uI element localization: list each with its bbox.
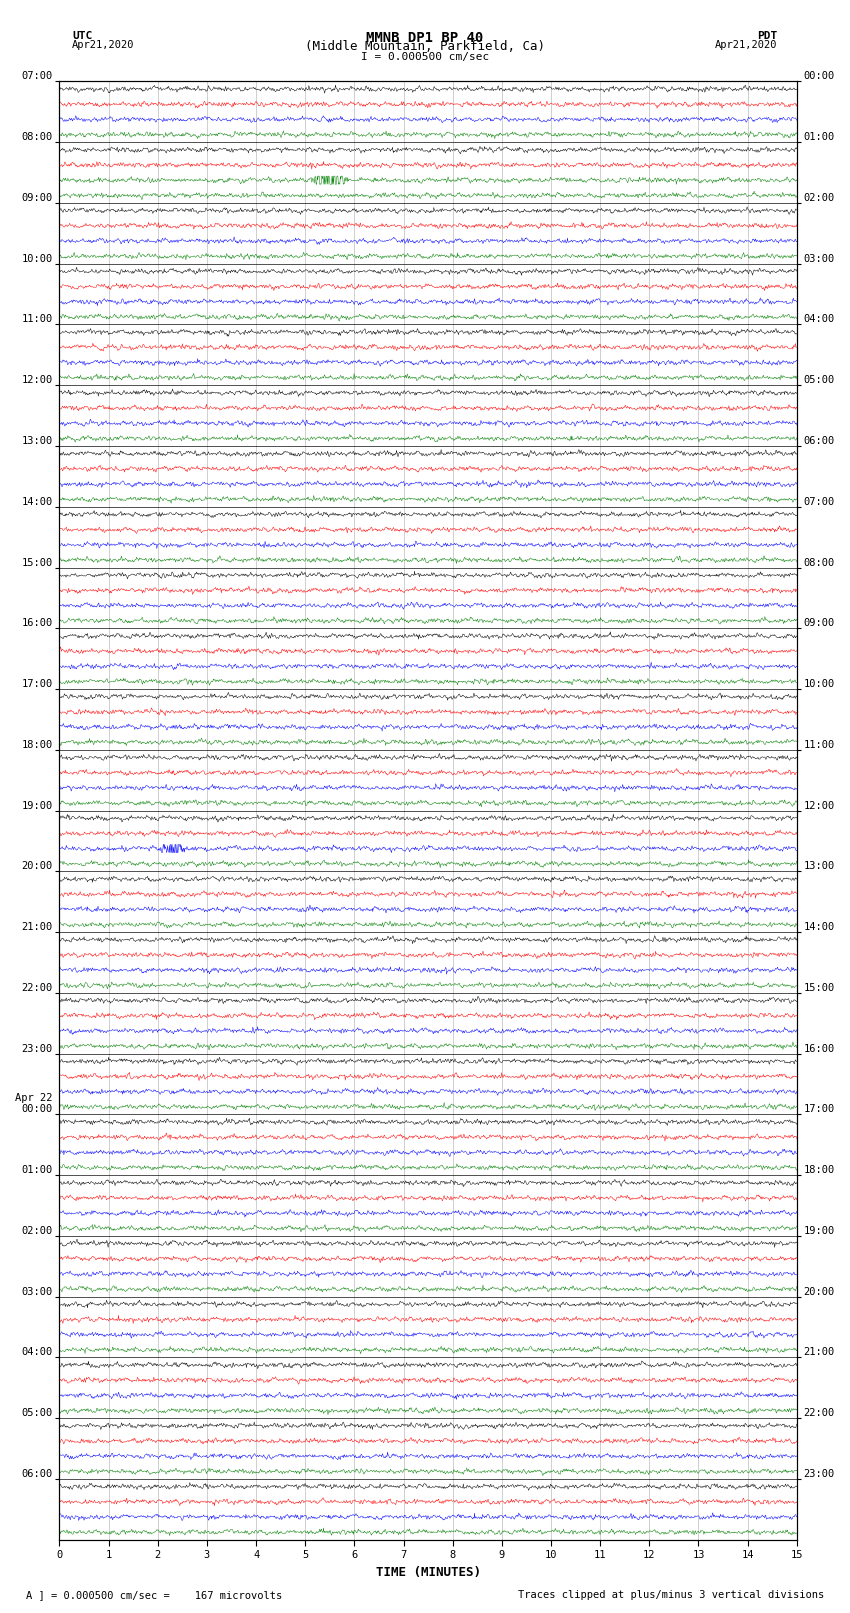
Text: Apr21,2020: Apr21,2020	[72, 40, 135, 50]
Text: I = 0.000500 cm/sec: I = 0.000500 cm/sec	[361, 52, 489, 61]
Text: A ] = 0.000500 cm/sec =    167 microvolts: A ] = 0.000500 cm/sec = 167 microvolts	[26, 1590, 281, 1600]
Text: (Middle Mountain, Parkfield, Ca): (Middle Mountain, Parkfield, Ca)	[305, 40, 545, 53]
Text: MMNB DP1 BP 40: MMNB DP1 BP 40	[366, 31, 484, 45]
X-axis label: TIME (MINUTES): TIME (MINUTES)	[376, 1566, 480, 1579]
Text: Apr21,2020: Apr21,2020	[715, 40, 778, 50]
Text: Traces clipped at plus/minus 3 vertical divisions: Traces clipped at plus/minus 3 vertical …	[518, 1590, 824, 1600]
Text: UTC: UTC	[72, 31, 93, 40]
Text: PDT: PDT	[757, 31, 778, 40]
